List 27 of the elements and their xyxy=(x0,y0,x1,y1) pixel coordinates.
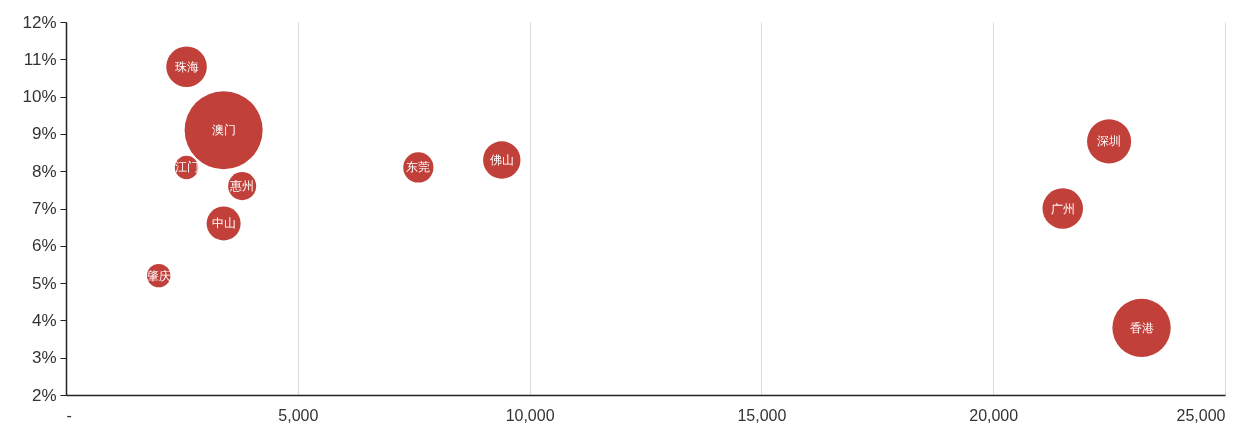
series-label: 佛山 xyxy=(489,153,514,168)
x-tick-label: 10,000 xyxy=(505,406,555,424)
series-label: 香港 xyxy=(1129,320,1154,335)
y-tick-label: 6% xyxy=(31,236,57,256)
series-label: 中山 xyxy=(211,216,236,231)
x-tick-label: 25,000 xyxy=(1176,406,1226,424)
series-label: 澳门 xyxy=(211,123,236,138)
y-tick-label: 9% xyxy=(31,124,57,144)
y-tick-label: 7% xyxy=(31,199,57,218)
series-label: 东莞 xyxy=(406,160,431,175)
y-tick-label: 12% xyxy=(22,12,57,32)
y-tick-label: 5% xyxy=(31,273,57,293)
y-tick-label: 8% xyxy=(31,161,57,181)
series-label: 珠海 xyxy=(174,59,199,74)
x-tick-label: 5,000 xyxy=(278,406,319,424)
x-tick-label: 15,000 xyxy=(737,406,787,424)
series-label: 惠州 xyxy=(229,179,255,194)
y-tick-label: 11% xyxy=(23,49,57,69)
series-label: 江门 xyxy=(174,160,199,175)
series-label: 广州 xyxy=(1050,201,1075,216)
x-tick-label: 20,000 xyxy=(969,406,1019,424)
series-label: 深圳 xyxy=(1097,134,1122,149)
y-tick-label: 10% xyxy=(22,87,57,107)
y-tick-label: 4% xyxy=(31,310,57,330)
y-tick-label: 2% xyxy=(31,385,57,405)
y-tick-label: 3% xyxy=(31,348,57,368)
x-tick-label: - xyxy=(66,406,72,424)
